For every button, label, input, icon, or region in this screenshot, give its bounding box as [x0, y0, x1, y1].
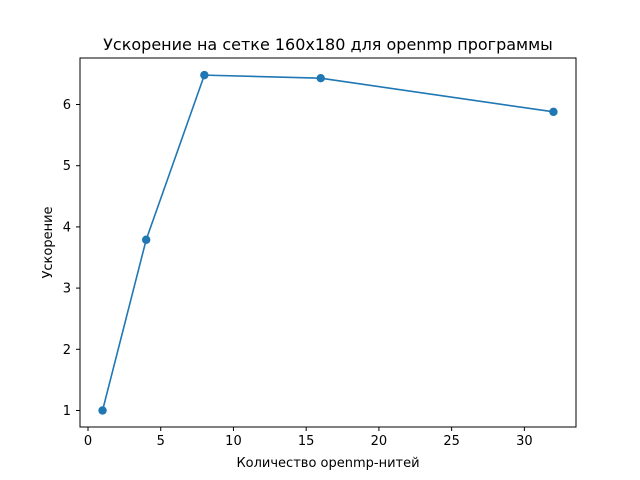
y-tick-label: 6: [63, 98, 71, 113]
series-layer: [98, 70, 558, 415]
data-point: [141, 235, 151, 244]
y-axis-label: Ускорение: [41, 206, 56, 278]
x-tick-label: 10: [225, 434, 242, 449]
y-tick-label: 3: [63, 282, 71, 297]
y-tick-label: 1: [63, 404, 71, 419]
y-axis: 1 2 3 4 5 6: [63, 98, 80, 419]
x-tick-label: 5: [157, 434, 165, 449]
y-tick-label: 2: [63, 343, 71, 358]
data-point: [549, 107, 558, 117]
y-tick-label: 5: [63, 159, 71, 174]
x-tick-label: 15: [298, 434, 315, 449]
data-point: [316, 73, 325, 83]
x-axis-label: Количество openmp-нитей: [236, 456, 419, 471]
plot-area: [79, 57, 577, 428]
x-tick-label: 25: [443, 434, 460, 449]
chart-title: Ускорение на сетке 160x180 для openmp пр…: [103, 35, 553, 54]
x-tick-label: 20: [371, 434, 388, 449]
x-axis: 0 5 10 15 20 25 30: [84, 427, 533, 449]
x-tick-label: 0: [84, 434, 92, 449]
data-point: [200, 70, 209, 80]
data-point: [98, 406, 107, 415]
x-tick-label: 30: [516, 434, 533, 449]
y-tick-label: 4: [63, 220, 71, 235]
